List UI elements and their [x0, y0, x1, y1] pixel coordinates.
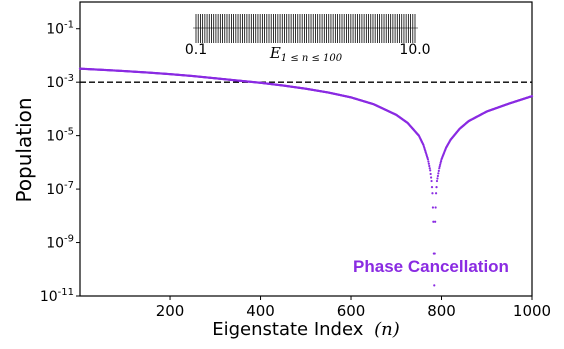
data-point [432, 220, 435, 223]
data-point [437, 169, 440, 172]
y-tick-exponent: -9 [64, 234, 74, 245]
data-point [430, 176, 433, 179]
x-axis-ticks: 200 400 600 800 1000 [156, 296, 551, 320]
data-point [439, 161, 442, 165]
data-point [429, 169, 432, 172]
phase-cancellation-annotation: Phase Cancellation [353, 257, 509, 276]
y-axis-ticks: 10-110-310-510-710-910-11 [40, 20, 80, 305]
y-tick-base: 10 [40, 289, 58, 305]
y-tick-base: 10 [46, 182, 64, 198]
inset-axis: 0.1 10.0 E1 ≤ n ≤ 100 [185, 14, 431, 64]
x-tick-label: 1000 [513, 302, 551, 320]
y-tick-label: 10-11 [40, 287, 74, 305]
data-point [426, 158, 430, 161]
y-tick-exponent: -11 [58, 287, 74, 298]
y-tick-exponent: -3 [64, 73, 74, 84]
inset-xmax-label: 10.0 [399, 42, 430, 58]
data-point [438, 167, 441, 170]
y-tick-label: 10-3 [46, 73, 74, 91]
data-point [434, 220, 437, 223]
data-point [427, 160, 430, 163]
data-point [430, 186, 434, 189]
y-tick-exponent: -7 [64, 180, 74, 191]
x-axis-label-text: Eigenstate Index [212, 319, 364, 340]
y-tick-base: 10 [46, 75, 64, 91]
y-tick-label: 10-7 [46, 180, 74, 198]
data-point [431, 192, 434, 195]
x-axis-label: Eigenstate Index (n) [212, 319, 400, 340]
inset-xmin-label: 0.1 [185, 42, 207, 58]
inset-axis-label-subscript: 1 ≤ n ≤ 100 [281, 53, 343, 64]
y-axis-label: Population [12, 97, 36, 202]
data-point [433, 284, 436, 287]
data-point [438, 165, 441, 168]
x-tick-label: 600 [337, 302, 366, 320]
data-point [428, 164, 431, 168]
y-tick-exponent: -1 [64, 20, 74, 31]
data-point [439, 163, 442, 166]
data-point [433, 252, 436, 255]
data-point [434, 206, 437, 209]
data-point [436, 174, 439, 178]
data-point [437, 172, 440, 175]
data-point [439, 160, 443, 163]
x-tick-label: 800 [427, 302, 456, 320]
data-point [431, 206, 435, 209]
y-tick-exponent: -5 [64, 127, 74, 138]
inset-axis-label-base: E [269, 44, 281, 62]
data-point [530, 95, 534, 98]
y-tick-base: 10 [46, 236, 64, 252]
data-point [436, 177, 439, 180]
plot-frame [79, 1, 533, 297]
plot-area-border [79, 1, 533, 297]
inset-axis-label: E1 ≤ n ≤ 100 [269, 44, 343, 64]
data-point [429, 172, 432, 176]
y-tick-base: 10 [46, 129, 64, 145]
y-tick-label: 10-5 [46, 127, 74, 145]
data-point [427, 162, 430, 165]
data-point [435, 186, 438, 189]
data-point [430, 179, 433, 183]
y-tick-label: 10-9 [46, 234, 74, 252]
x-tick-label: 200 [156, 302, 185, 320]
x-tick-label: 400 [246, 302, 275, 320]
data-points [78, 67, 534, 287]
y-tick-label: 10-1 [46, 20, 74, 38]
data-point [434, 192, 438, 195]
data-point [428, 167, 431, 170]
data-point [435, 179, 439, 183]
x-axis-label-variable: (n) [374, 319, 400, 340]
y-tick-base: 10 [46, 22, 64, 38]
